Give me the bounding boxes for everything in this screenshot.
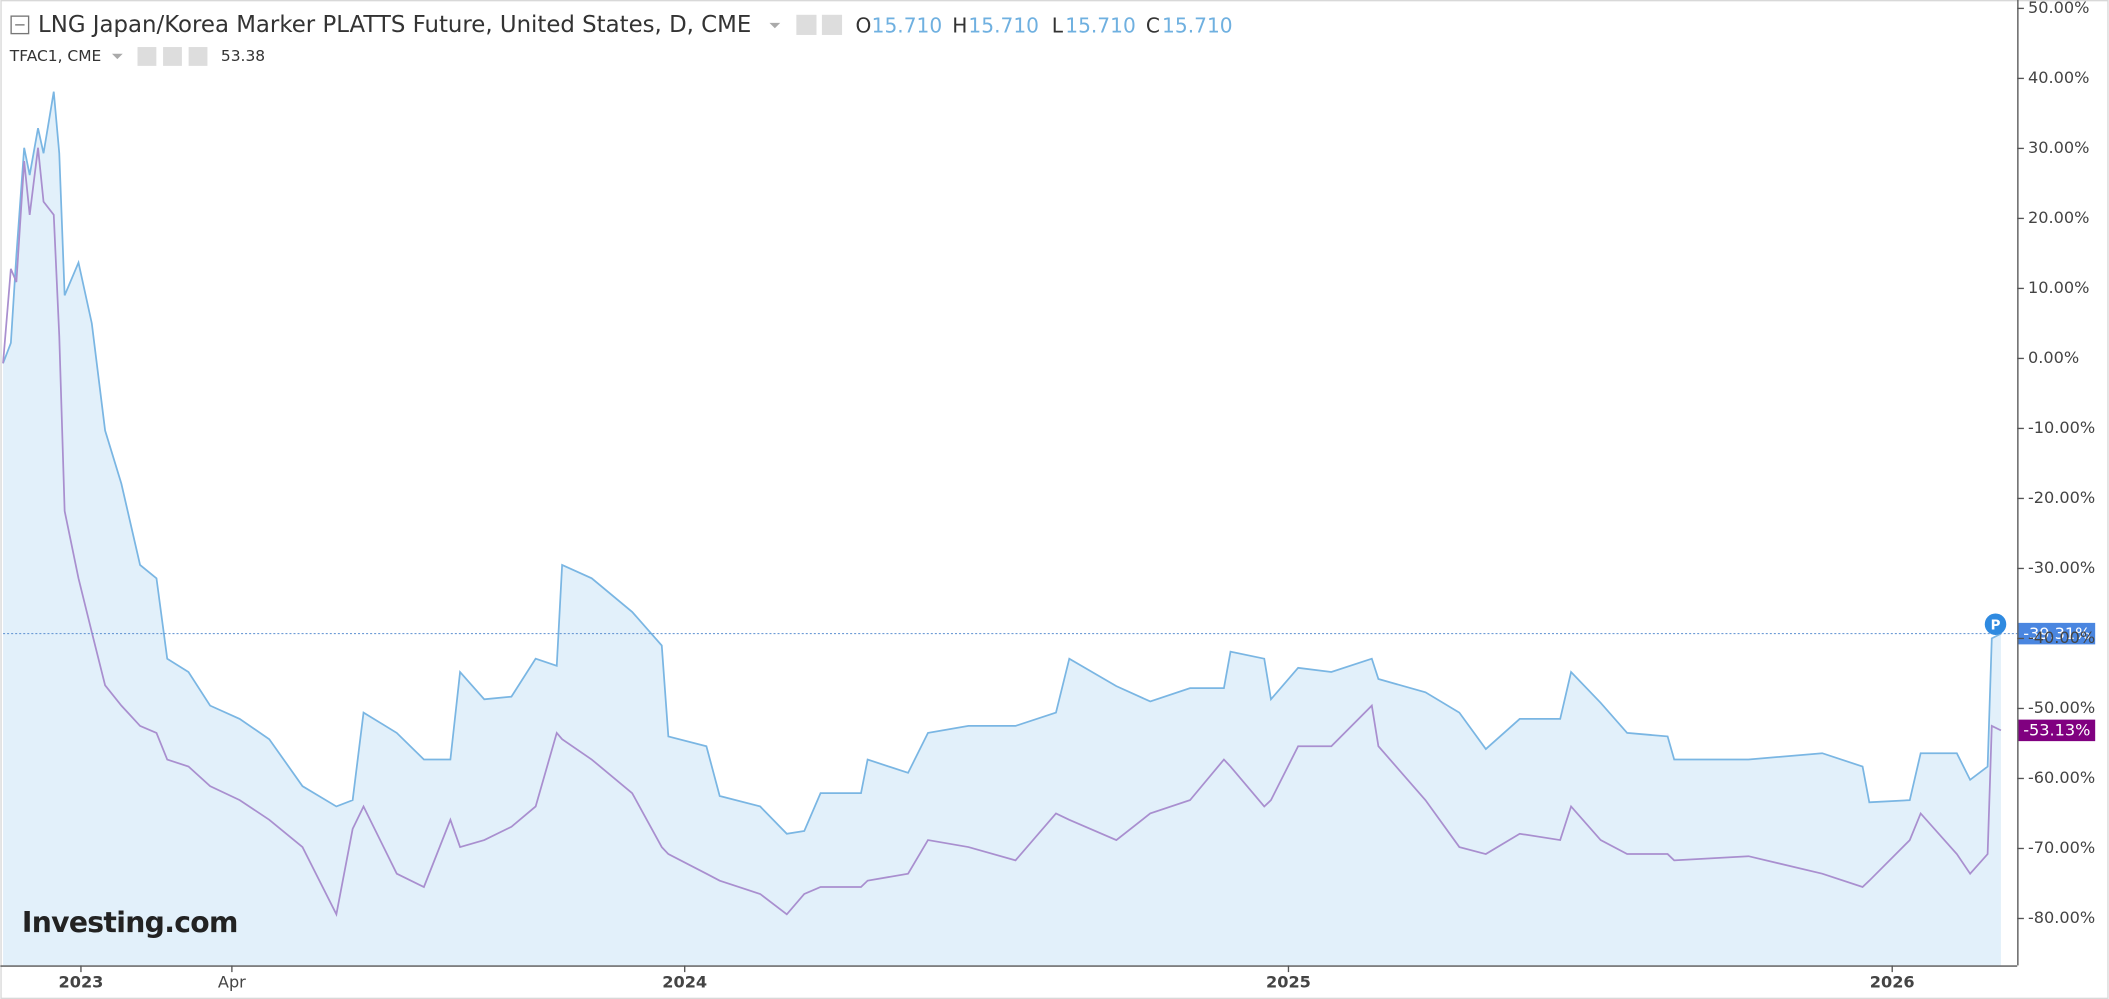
y-tick-label: 50.00% — [2028, 0, 2089, 17]
y-tick-label: 20.00% — [2028, 208, 2089, 227]
series-name: TFAC1, CME — [9, 47, 102, 65]
y-tick-label: -50.00% — [2028, 698, 2095, 717]
dropdown-arrow[interactable] — [111, 53, 123, 60]
settings-icon[interactable] — [821, 14, 843, 35]
marker-badge — [1984, 613, 2007, 635]
line — [2, 147, 2002, 917]
y-tick-label: 40.00% — [2028, 68, 2089, 87]
last-price: 53.38 — [221, 47, 265, 65]
x-tick-label: Apr — [218, 972, 246, 991]
series-name: LNG Japan/Korea Marker PLATTS Future, Un… — [38, 12, 751, 38]
y-tick-label: -20.00% — [2028, 488, 2095, 507]
x-tick-label: 2025 — [1266, 972, 1311, 991]
dropdown-arrow[interactable] — [769, 22, 781, 29]
ohlc-key: O — [856, 13, 872, 37]
ohlc-value: 15.710 — [968, 13, 1039, 37]
y-tick-label: -80.00% — [2028, 908, 2095, 927]
y-tick-label: -70.00% — [2028, 838, 2095, 857]
last-value-badge — [2018, 719, 2096, 742]
close-icon[interactable] — [188, 47, 208, 66]
line — [2, 91, 2002, 835]
y-tick-label: -10.00% — [2028, 418, 2095, 437]
marker-badge-text: P — [1991, 619, 2001, 634]
ohlc-value: 15.710 — [1162, 13, 1233, 37]
settings-icon[interactable] — [796, 14, 817, 35]
ohlc-key: H — [952, 13, 967, 37]
y-tick-label: 10.00% — [2028, 278, 2089, 297]
ohlc-key: C — [1146, 13, 1160, 37]
last-value-badge — [2018, 622, 2096, 645]
settings-icon[interactable] — [137, 47, 157, 66]
watermark: Investing.com — [22, 906, 238, 939]
x-tick-label: 2023 — [59, 972, 104, 991]
x-tick-label: 2024 — [662, 972, 707, 991]
y-tick-label: -30.00% — [2028, 558, 2095, 577]
ohlc-value: 15.710 — [872, 13, 943, 37]
y-tick-label: 0.00% — [2028, 348, 2079, 367]
ohlc-value: 15.710 — [1065, 13, 1136, 37]
y-tick-label: 30.00% — [2028, 138, 2089, 157]
settings-icon[interactable] — [163, 47, 182, 66]
area — [3, 91, 2001, 966]
plot-area — [2, 91, 2002, 966]
y-tick-label: -40.00% — [2028, 628, 2095, 647]
y-tick-label: -60.00% — [2028, 768, 2095, 787]
ohlc-key: L — [1052, 13, 1064, 37]
last-value-label: -53.13% — [2023, 721, 2090, 740]
x-tick-label: 2026 — [1870, 972, 1915, 991]
last-value-label: -39.31% — [2023, 624, 2090, 643]
